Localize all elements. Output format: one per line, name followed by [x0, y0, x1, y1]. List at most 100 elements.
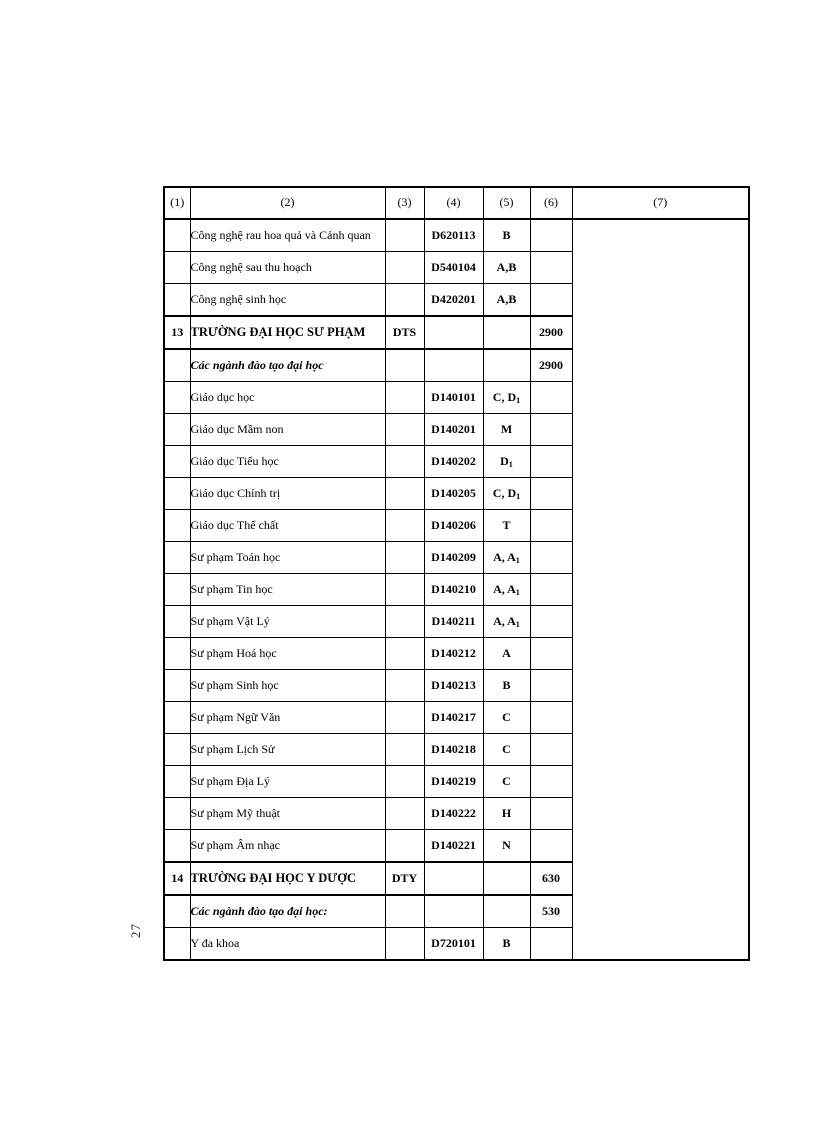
- cell-program-name: Sư phạm Tin học: [190, 573, 386, 606]
- cell-program-name: Sư phạm Vật Lý: [190, 605, 386, 638]
- cell-school-code: [385, 477, 425, 510]
- cell-major-code: [424, 315, 484, 349]
- cell-quota: [530, 251, 573, 284]
- cell-school-code: [385, 445, 425, 478]
- table-row: Giáo dục học D140101 C, D1: [164, 381, 749, 414]
- column-header-2: (2): [190, 187, 386, 220]
- cell-exam-block: C: [483, 765, 531, 798]
- cell-index: [164, 573, 191, 606]
- cell-major-code: D140222: [424, 797, 484, 830]
- cell-school-code: DTS: [385, 315, 425, 349]
- cell-program-name: Các ngành đào tạo đại học:: [190, 894, 386, 928]
- cell-index: [164, 894, 191, 928]
- cell-program-name: Công nghệ sinh học: [190, 283, 386, 316]
- cell-major-code: D140210: [424, 573, 484, 606]
- cell-notes: [572, 283, 749, 316]
- cell-quota: [530, 605, 573, 638]
- cell-quota: [530, 733, 573, 766]
- cell-exam-block: M: [483, 413, 531, 446]
- cell-program-name: Sư phạm Âm nhạc: [190, 829, 386, 862]
- cell-exam-block: C: [483, 701, 531, 734]
- table-row: Sư phạm Địa Lý D140219 C: [164, 765, 749, 798]
- table-row: Sư phạm Hoá học D140212 A: [164, 637, 749, 670]
- cell-notes: [572, 701, 749, 734]
- table-row: Giáo dục Tiểu học D140202 D1: [164, 445, 749, 478]
- cell-exam-block: T: [483, 509, 531, 542]
- cell-school-code: [385, 251, 425, 284]
- cell-program-name: Giáo dục học: [190, 381, 386, 414]
- cell-quota: [530, 829, 573, 862]
- cell-quota: [530, 509, 573, 542]
- cell-exam-block: C, D1: [483, 381, 531, 414]
- cell-program-name: TRƯỜNG ĐẠI HỌC Y DƯỢC: [190, 861, 386, 895]
- column-header-4: (4): [424, 187, 484, 220]
- table-row: Giáo dục Chính trị D140205 C, D1: [164, 477, 749, 510]
- cell-index: [164, 927, 191, 960]
- table-row: Công nghệ sinh học D420201 A,B: [164, 283, 749, 316]
- cell-notes: [572, 316, 749, 349]
- table-header-row: (1) (2) (3) (4) (5) (6) (7): [164, 187, 749, 220]
- cell-exam-block: D1: [483, 445, 531, 478]
- cell-exam-block: B: [483, 927, 531, 960]
- cell-notes: [572, 927, 749, 960]
- cell-notes: [572, 509, 749, 542]
- cell-notes: [572, 733, 749, 766]
- cell-program-name: Sư phạm Ngữ Văn: [190, 701, 386, 734]
- cell-notes: [572, 829, 749, 862]
- cell-school-code: [385, 509, 425, 542]
- cell-index: [164, 477, 191, 510]
- cell-major-code: D140205: [424, 477, 484, 510]
- cell-notes: [572, 477, 749, 510]
- cell-notes: [572, 573, 749, 606]
- cell-index: [164, 348, 191, 382]
- cell-school-code: [385, 733, 425, 766]
- cell-notes: [572, 445, 749, 478]
- table-row: Công nghệ rau hoa quả và Cảnh quan D62011…: [164, 218, 749, 252]
- cell-index: [164, 413, 191, 446]
- cell-major-code: D720101: [424, 927, 484, 960]
- cell-school-code: [385, 701, 425, 734]
- cell-notes: [572, 862, 749, 895]
- column-header-5: (5): [483, 187, 531, 220]
- table-row: 13 TRƯỜNG ĐẠI HỌC SƯ PHẠM DTS 2900: [164, 315, 749, 349]
- cell-quota: [530, 218, 573, 252]
- table-row: Sư phạm Vật Lý D140211 A, A1: [164, 605, 749, 638]
- cell-quota: 2900: [530, 348, 573, 382]
- table-head: (1) (2) (3) (4) (5) (6) (7): [164, 187, 749, 220]
- cell-program-name: Giáo dục Chính trị: [190, 477, 386, 510]
- cell-exam-block: C, D1: [483, 477, 531, 510]
- cell-program-name: Các ngành đào tạo đại học: [190, 348, 386, 382]
- table-row: Sư phạm Âm nhạc D140221 N: [164, 829, 749, 862]
- cell-index: [164, 445, 191, 478]
- table-row: Giáo dục Mầm non D140201 M: [164, 413, 749, 446]
- cell-index: [164, 669, 191, 702]
- cell-notes: [572, 765, 749, 798]
- column-header-6: (6): [530, 187, 573, 220]
- cell-major-code: D140218: [424, 733, 484, 766]
- cell-notes: [572, 637, 749, 670]
- cell-program-name: Giáo dục Thể chất: [190, 509, 386, 542]
- cell-school-code: [385, 765, 425, 798]
- table-row: Sư phạm Lịch Sử D140218 C: [164, 733, 749, 766]
- cell-school-code: [385, 218, 425, 252]
- cell-exam-block: A, A1: [483, 605, 531, 638]
- table-row: Công nghệ sau thu hoạch D540104 A,B: [164, 251, 749, 284]
- cell-school-code: [385, 283, 425, 316]
- cell-program-name: Sư phạm Toán học: [190, 541, 386, 574]
- cell-quota: 530: [530, 894, 573, 928]
- cell-major-code: [424, 348, 484, 382]
- admission-quota-table: (1) (2) (3) (4) (5) (6) (7) Công nghệ ra…: [163, 186, 750, 961]
- table-row: Y đa khoa D720101 B: [164, 927, 749, 960]
- cell-notes: [572, 413, 749, 446]
- cell-school-code: [385, 413, 425, 446]
- cell-index: [164, 733, 191, 766]
- cell-quota: 630: [530, 861, 573, 895]
- cell-major-code: D620113: [424, 218, 484, 252]
- cell-exam-block: [483, 348, 531, 382]
- cell-program-name: Sư phạm Sinh học: [190, 669, 386, 702]
- cell-exam-block: [483, 315, 531, 349]
- table-body: Công nghệ rau hoa quả và Cảnh quan D62011…: [164, 218, 749, 960]
- table-row: Sư phạm Sinh học D140213 B: [164, 669, 749, 702]
- cell-major-code: D140201: [424, 413, 484, 446]
- cell-exam-block: [483, 861, 531, 895]
